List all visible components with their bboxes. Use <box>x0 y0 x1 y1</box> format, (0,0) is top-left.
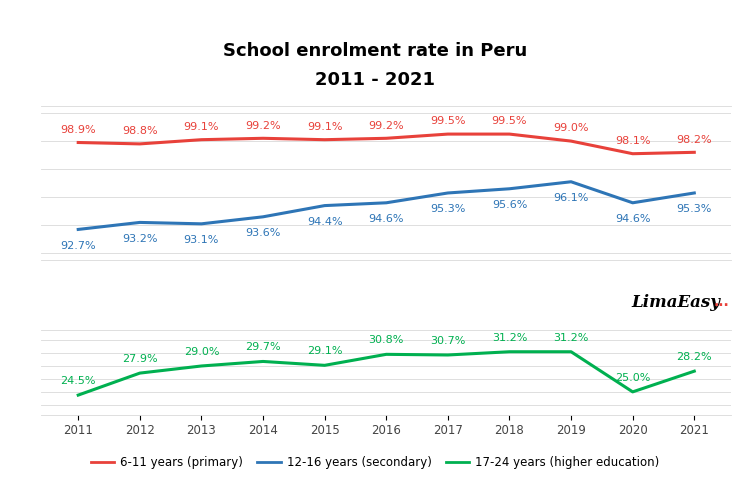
Text: LimaEasy: LimaEasy <box>632 294 720 311</box>
Text: 30.8%: 30.8% <box>368 335 404 345</box>
Text: 99.1%: 99.1% <box>184 122 219 132</box>
Text: 98.9%: 98.9% <box>61 125 96 135</box>
Text: 99.1%: 99.1% <box>307 122 343 132</box>
Text: 95.6%: 95.6% <box>492 200 527 210</box>
Text: 2011 - 2021: 2011 - 2021 <box>315 70 435 89</box>
Text: 95.3%: 95.3% <box>676 204 712 214</box>
Text: 92.7%: 92.7% <box>61 241 96 251</box>
Text: 96.1%: 96.1% <box>554 193 589 203</box>
Text: 30.7%: 30.7% <box>430 336 466 346</box>
Text: 95.3%: 95.3% <box>430 204 466 214</box>
Text: 93.2%: 93.2% <box>122 234 158 244</box>
Text: 99.2%: 99.2% <box>245 120 280 131</box>
Text: 98.8%: 98.8% <box>122 126 158 136</box>
Text: 99.5%: 99.5% <box>492 116 527 126</box>
Text: School enrolment rate in Peru: School enrolment rate in Peru <box>223 41 527 60</box>
Text: 93.1%: 93.1% <box>184 235 219 245</box>
Text: 29.1%: 29.1% <box>307 346 343 356</box>
Text: 31.2%: 31.2% <box>554 333 589 343</box>
Text: 29.0%: 29.0% <box>184 347 219 357</box>
Text: 99.2%: 99.2% <box>368 120 404 131</box>
Text: 24.5%: 24.5% <box>61 376 96 386</box>
Text: 94.4%: 94.4% <box>307 217 343 227</box>
Legend: 6-11 years (primary), 12-16 years (secondary), 17-24 years (higher education): 6-11 years (primary), 12-16 years (secon… <box>86 451 664 474</box>
Text: 94.6%: 94.6% <box>615 214 650 224</box>
Text: 29.7%: 29.7% <box>245 342 280 352</box>
Text: 93.6%: 93.6% <box>245 228 280 238</box>
Text: 27.9%: 27.9% <box>122 354 158 364</box>
Text: ...: ... <box>714 295 730 309</box>
Text: 31.2%: 31.2% <box>492 333 527 343</box>
Text: 99.5%: 99.5% <box>430 116 466 126</box>
Text: 99.0%: 99.0% <box>554 123 589 134</box>
Text: 94.6%: 94.6% <box>368 214 404 224</box>
Text: 28.2%: 28.2% <box>676 352 712 362</box>
Text: 98.1%: 98.1% <box>615 136 650 146</box>
Text: 25.0%: 25.0% <box>615 373 650 383</box>
Text: 98.2%: 98.2% <box>676 134 712 145</box>
